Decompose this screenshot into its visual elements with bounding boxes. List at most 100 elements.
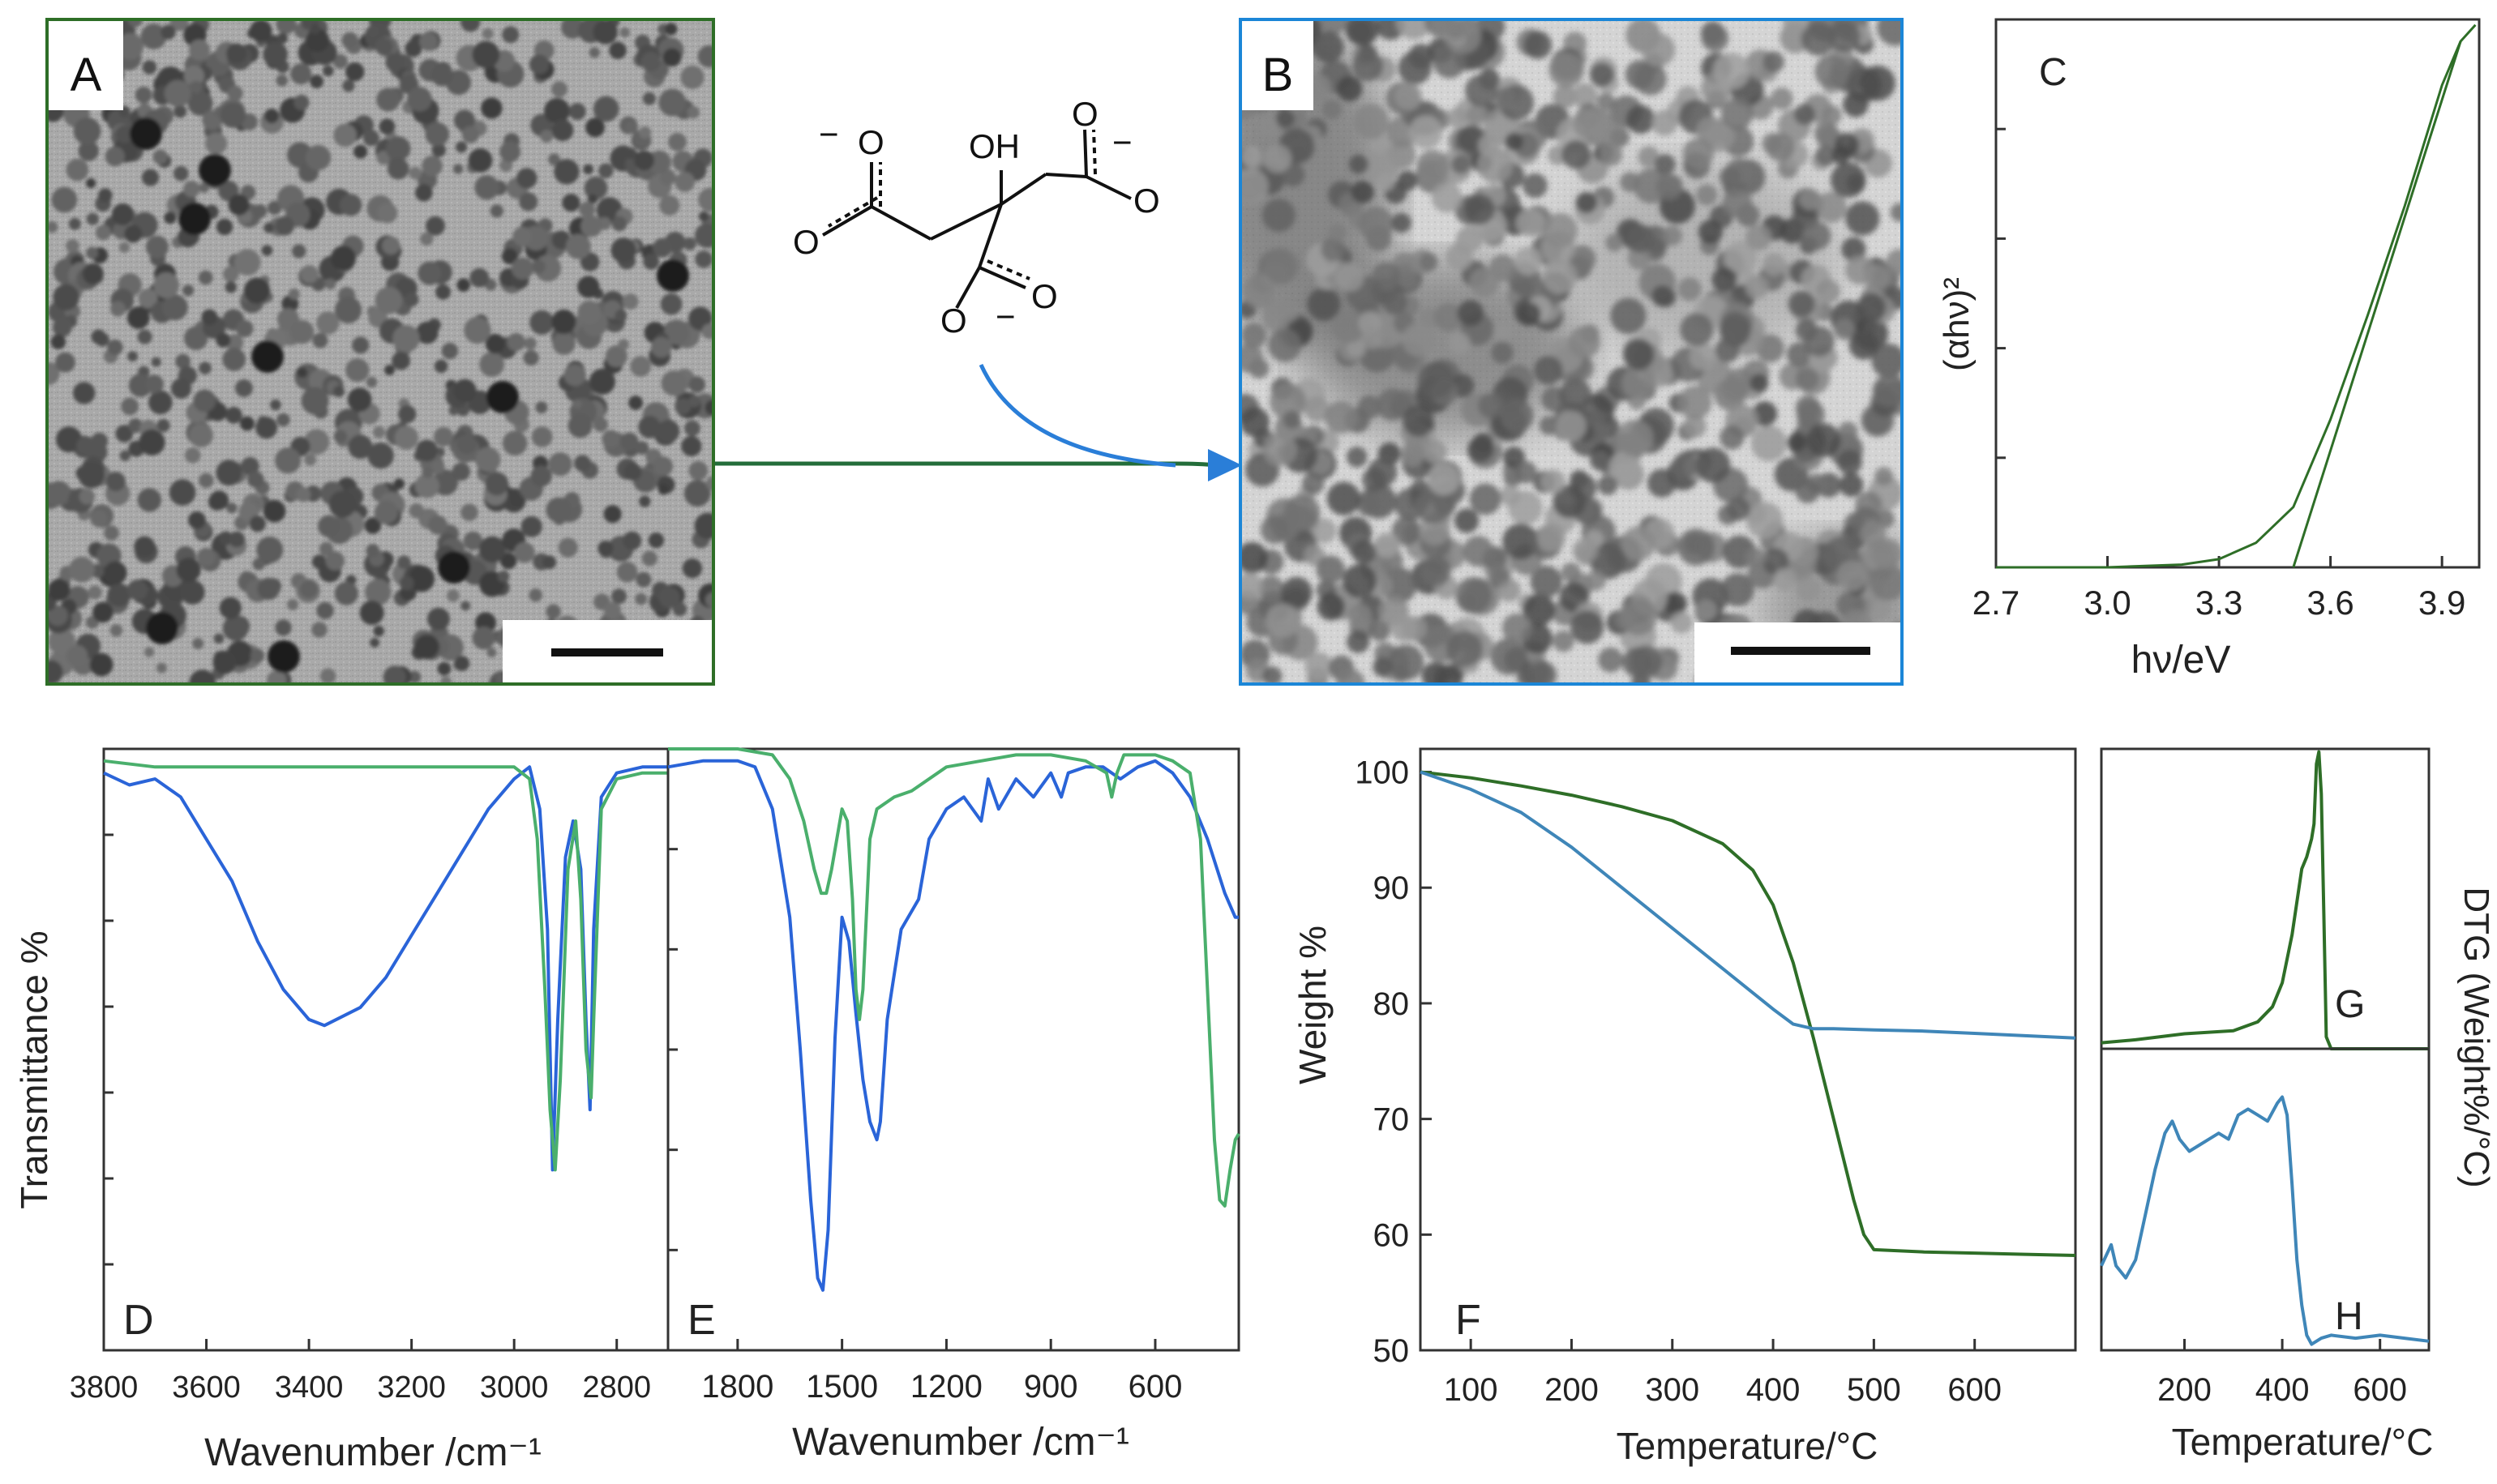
particle xyxy=(431,460,445,474)
particle xyxy=(622,293,639,310)
particle xyxy=(572,399,582,409)
particle xyxy=(111,203,135,226)
particle xyxy=(198,270,213,285)
particle xyxy=(1427,463,1460,496)
particle xyxy=(124,225,143,243)
particle xyxy=(414,634,439,660)
particle xyxy=(385,136,411,161)
x-tick-label: 400 xyxy=(1746,1372,1801,1408)
particle xyxy=(1477,134,1501,157)
particle xyxy=(105,472,126,492)
particle xyxy=(95,225,111,241)
particle xyxy=(1394,83,1423,110)
particle xyxy=(1622,339,1655,370)
particle xyxy=(1517,302,1541,327)
plot-frame xyxy=(1994,18,2481,569)
particle xyxy=(1848,329,1879,360)
particle xyxy=(270,399,281,411)
charge-top-right: − xyxy=(1112,123,1133,161)
particle xyxy=(610,237,636,263)
particle xyxy=(226,43,247,64)
particle xyxy=(1356,490,1382,517)
particle xyxy=(199,182,210,194)
panel-b-micrograph: B xyxy=(1239,18,1904,686)
o-bottom: O xyxy=(940,302,967,340)
particle xyxy=(1454,508,1480,533)
particle xyxy=(1689,342,1717,371)
particle xyxy=(173,165,189,182)
particle xyxy=(1347,630,1370,653)
particle xyxy=(698,211,709,222)
particle xyxy=(1814,121,1839,146)
particle xyxy=(497,570,510,583)
particle xyxy=(1444,19,1482,54)
particle xyxy=(1390,614,1419,642)
particle xyxy=(1446,631,1483,668)
particle xyxy=(164,79,191,107)
x-tick-label: 3800 xyxy=(70,1371,139,1405)
particle xyxy=(1677,385,1712,420)
particle xyxy=(104,561,127,585)
particle xyxy=(316,601,334,620)
particle xyxy=(50,334,66,350)
particle xyxy=(143,647,155,657)
particle xyxy=(657,419,680,443)
particle xyxy=(151,357,161,367)
particle xyxy=(1276,109,1296,129)
particle xyxy=(334,296,362,324)
x-tick-label: 3600 xyxy=(172,1371,241,1405)
particle xyxy=(1625,105,1655,135)
particle xyxy=(1360,326,1384,349)
particle xyxy=(625,148,637,160)
particle xyxy=(1638,146,1660,168)
y-tick-label: 60 xyxy=(1373,1217,1410,1253)
particle xyxy=(1270,383,1307,420)
particle xyxy=(1670,611,1693,634)
x-tick-label: 3.9 xyxy=(2418,584,2465,622)
particle xyxy=(688,376,705,393)
citrate-labels: OH O − O O − O O − O xyxy=(793,95,1160,340)
scale-bar-a xyxy=(551,648,663,656)
particle xyxy=(236,319,254,338)
particle xyxy=(540,130,554,143)
particle xyxy=(48,579,71,601)
particle xyxy=(490,204,503,218)
particle xyxy=(86,212,100,225)
particle xyxy=(460,19,481,32)
panel-a-micrograph: A xyxy=(45,18,715,686)
particle xyxy=(502,26,520,44)
particle xyxy=(643,253,660,270)
panel-b-label: B xyxy=(1262,49,1294,101)
particle xyxy=(1553,485,1587,519)
particle xyxy=(1523,173,1548,199)
particle xyxy=(1240,323,1267,349)
particle xyxy=(105,146,125,167)
particle xyxy=(658,88,687,117)
particle xyxy=(1620,172,1640,193)
particle xyxy=(275,619,292,636)
particle xyxy=(544,97,570,124)
particle xyxy=(219,597,242,619)
particle xyxy=(641,550,657,567)
particle xyxy=(1268,328,1302,362)
panel-g-label: G xyxy=(2335,983,2365,1026)
particle xyxy=(1388,644,1424,681)
particle xyxy=(1433,302,1463,331)
particle xyxy=(193,389,216,413)
particle xyxy=(138,289,158,309)
particle xyxy=(1476,147,1513,183)
particle xyxy=(1839,473,1864,498)
particle xyxy=(405,40,422,58)
particle xyxy=(452,164,464,174)
particle xyxy=(229,531,246,548)
particle xyxy=(695,250,713,268)
particle xyxy=(529,310,555,335)
panel-b-frame xyxy=(1239,18,1904,686)
plot-frame xyxy=(2100,1047,2431,1352)
particle xyxy=(310,75,323,88)
particle xyxy=(1696,184,1718,206)
particle xyxy=(52,318,72,337)
particle xyxy=(634,150,654,171)
series-green xyxy=(1420,770,2076,1257)
particle xyxy=(1240,541,1268,574)
